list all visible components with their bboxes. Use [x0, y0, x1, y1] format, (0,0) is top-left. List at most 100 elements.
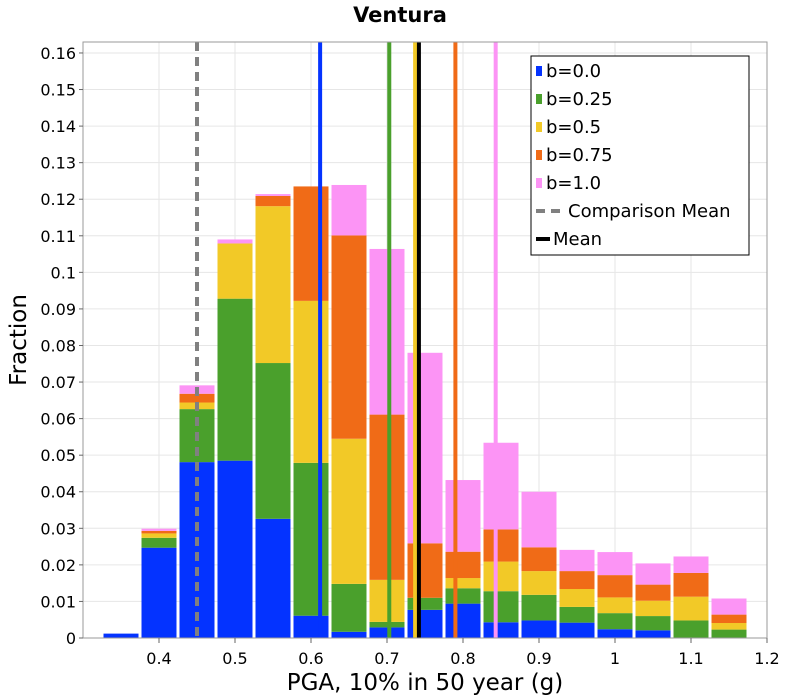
bar-segment	[483, 529, 519, 562]
bar-segment	[293, 300, 329, 463]
bar-segment	[255, 363, 291, 519]
bar-segment	[673, 596, 709, 621]
legend-swatch	[536, 94, 542, 104]
bar-segment	[369, 621, 405, 628]
bar-segment	[711, 623, 747, 630]
bar-segment	[483, 561, 519, 592]
bar-segment	[597, 552, 633, 576]
y-tick-label: 0.01	[40, 592, 76, 611]
x-tick-label: 0.4	[146, 649, 171, 668]
y-tick-label: 0.03	[40, 519, 76, 538]
bar-segment	[407, 597, 443, 610]
bar-segment	[331, 631, 367, 638]
y-tick-label: 0.1	[51, 263, 76, 282]
bar-segment	[141, 528, 177, 531]
legend-swatch	[536, 122, 542, 132]
x-tick-label: 0.7	[374, 649, 399, 668]
bar-segment	[255, 518, 291, 638]
bar-segment	[141, 537, 177, 548]
bar-segment	[673, 572, 709, 597]
y-tick-label: 0.16	[40, 44, 76, 63]
legend-label: Mean	[553, 229, 602, 250]
bar-segment	[711, 598, 747, 615]
bar-segment	[217, 460, 253, 638]
bar-segment	[483, 442, 519, 530]
y-tick-label: 0.12	[40, 190, 76, 209]
x-tick-label: 1	[610, 649, 620, 668]
legend: b=0.0 b=0.25 b=0.5 b=0.75 b=1.0 Comparison Me…	[530, 55, 750, 256]
bar-segment	[635, 563, 671, 585]
bar-segment	[141, 530, 177, 534]
bar-segment	[369, 414, 405, 580]
y-tick-label: 0.04	[40, 483, 76, 502]
bar-segment	[673, 556, 709, 573]
bar-segment	[331, 583, 367, 632]
x-tick-label: 0.6	[298, 649, 323, 668]
bar-segment	[179, 462, 215, 638]
bar-segment	[483, 622, 519, 638]
x-axis-label: PGA, 10% in 50 year (g)	[287, 670, 564, 696]
x-tick-label: 0.5	[222, 649, 247, 668]
bar-segment	[445, 551, 481, 579]
mean-lines	[195, 42, 498, 638]
bar-segment	[293, 462, 329, 616]
bar-segment	[407, 352, 443, 544]
y-tick-label: 0.11	[40, 227, 76, 246]
x-tick-label: 0.8	[450, 649, 475, 668]
bar-segment	[293, 186, 329, 301]
bar-segment	[293, 615, 329, 638]
bar-segment	[255, 206, 291, 364]
bar-segment	[255, 195, 291, 207]
legend-swatch	[536, 178, 542, 188]
bar-segment	[635, 630, 671, 638]
legend-label: b=0.75	[546, 145, 613, 166]
bar-segment	[407, 543, 443, 598]
bar-segment	[445, 603, 481, 638]
legend-box	[530, 55, 750, 256]
bar-segment	[331, 235, 367, 439]
legend-label: b=0.0	[546, 61, 601, 82]
legend-swatch	[536, 150, 542, 160]
bar-segment	[711, 614, 747, 624]
bar-segment	[673, 620, 709, 638]
y-tick-label: 0	[66, 629, 76, 648]
bar-segment	[141, 533, 177, 538]
bars	[103, 184, 747, 638]
bar-segment	[559, 622, 595, 638]
y-tick-label: 0.15	[40, 81, 76, 100]
y-tick-label: 0.07	[40, 373, 76, 392]
bar-segment	[141, 547, 177, 638]
y-tick-label: 0.14	[40, 117, 76, 136]
bar-segment	[597, 629, 633, 638]
legend-label: b=1.0	[546, 173, 601, 194]
bar-segment	[597, 597, 633, 614]
y-tick-label: 0.05	[40, 446, 76, 465]
bar-segment	[597, 613, 633, 630]
legend-label: Comparison Mean	[568, 201, 731, 222]
bar-segment	[635, 584, 671, 601]
y-tick-label: 0.13	[40, 154, 76, 173]
y-tick-label: 0.09	[40, 300, 76, 319]
bar-segment	[635, 600, 671, 617]
bar-segment	[483, 591, 519, 623]
y-tick-label: 0.02	[40, 556, 76, 575]
bar-segment	[521, 594, 557, 621]
bar-segment	[217, 298, 253, 461]
bar-segment	[407, 609, 443, 638]
bar-segment	[369, 248, 405, 415]
bar-segment	[217, 239, 253, 244]
x-tick-label: 1.1	[678, 649, 703, 668]
bar-segment	[559, 606, 595, 623]
y-axis-ticks: 0 0.01 0.02 0.03 0.04 0.05 0.06 0.07 0.08 0.09 0.1…	[40, 44, 83, 648]
x-tick-label: 0.9	[526, 649, 551, 668]
bar-segment	[331, 184, 367, 236]
bar-segment	[559, 571, 595, 590]
bar-segment	[217, 243, 253, 299]
y-axis-label: Fraction	[6, 294, 32, 386]
x-tick-label: 1.2	[754, 649, 779, 668]
bar-segment	[521, 620, 557, 638]
legend-label: b=0.25	[546, 89, 613, 110]
bar-segment	[597, 575, 633, 598]
y-tick-label: 0.08	[40, 336, 76, 355]
